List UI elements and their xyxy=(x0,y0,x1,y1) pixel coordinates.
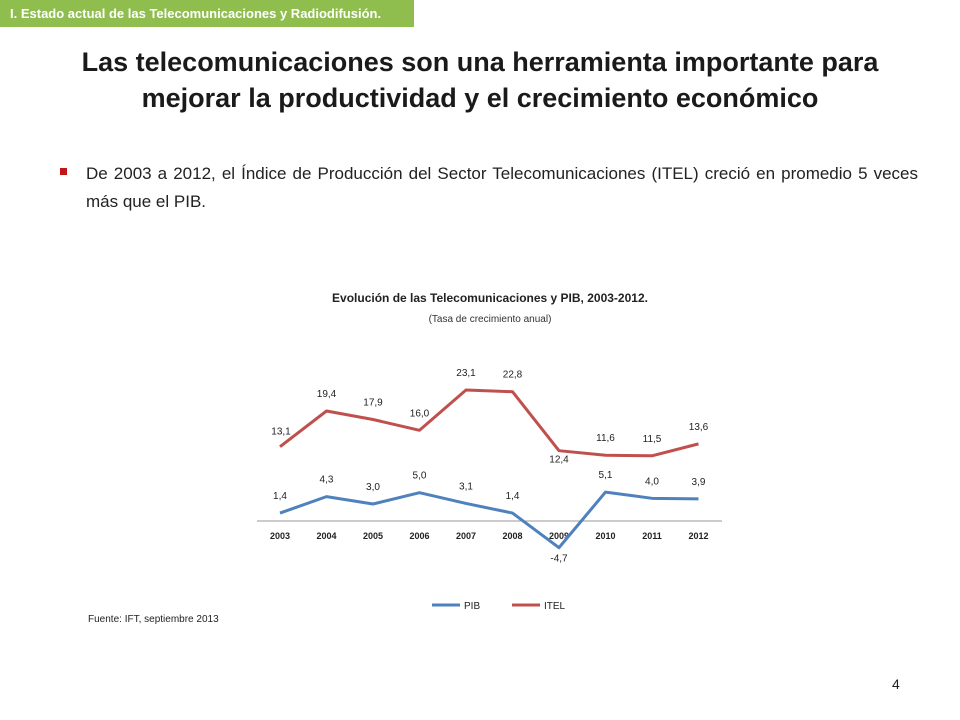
data-label: 4,0 xyxy=(645,476,659,487)
data-label: -4,7 xyxy=(550,554,568,565)
data-label: 5,1 xyxy=(599,470,613,481)
section-tag: I. Estado actual de las Telecomunicacion… xyxy=(0,0,414,27)
x-tick-label: 2012 xyxy=(688,531,708,541)
data-label: 17,9 xyxy=(363,398,383,409)
legend-label: ITEL xyxy=(544,601,566,612)
x-tick-label: 2010 xyxy=(595,531,615,541)
data-label: 19,4 xyxy=(317,389,337,400)
x-tick-label: 2007 xyxy=(456,531,476,541)
bullet-point: De 2003 a 2012, el Índice de Producción … xyxy=(60,160,918,216)
x-tick-label: 2008 xyxy=(502,531,522,541)
x-tick-label: 2004 xyxy=(316,531,336,541)
x-tick-label: 2003 xyxy=(270,531,290,541)
data-label: 12,4 xyxy=(549,455,569,466)
chart-area: Evolución de las Telecomunicaciones y PI… xyxy=(240,282,740,627)
chart-title: Evolución de las Telecomunicaciones y PI… xyxy=(332,291,648,305)
series-line-pib xyxy=(279,490,699,550)
data-label: 23,1 xyxy=(456,368,476,379)
series-line-itel xyxy=(279,388,699,458)
x-tick-label: 2005 xyxy=(363,531,383,541)
source-note: Fuente: IFT, septiembre 2013 xyxy=(88,614,219,625)
data-label: 13,6 xyxy=(689,422,709,433)
data-label: 3,9 xyxy=(692,477,706,488)
data-label: 22,8 xyxy=(503,370,523,381)
page-number: 4 xyxy=(892,676,900,692)
page-title: Las telecomunicaciones son una herramien… xyxy=(81,47,879,113)
line-chart: Evolución de las Telecomunicaciones y PI… xyxy=(257,291,722,612)
square-bullet-icon xyxy=(60,168,67,175)
data-label: 1,4 xyxy=(273,491,287,502)
data-label: 1,4 xyxy=(506,491,520,502)
data-label: 3,0 xyxy=(366,482,380,493)
data-label: 11,5 xyxy=(643,434,662,445)
x-tick-label: 2011 xyxy=(642,531,662,541)
chart-subtitle: (Tasa de crecimiento anual) xyxy=(429,314,552,325)
data-label: 16,0 xyxy=(410,408,430,419)
data-label: 13,1 xyxy=(271,427,291,438)
legend-label: PIB xyxy=(464,601,480,612)
data-label: 4,3 xyxy=(320,475,334,486)
data-label: 11,6 xyxy=(596,433,615,444)
data-label: 5,0 xyxy=(413,471,427,482)
x-tick-label: 2006 xyxy=(409,531,429,541)
x-tick-label: 2009 xyxy=(549,531,569,541)
data-label: 3,1 xyxy=(459,481,473,492)
bullet-text: De 2003 a 2012, el Índice de Producción … xyxy=(86,164,918,211)
